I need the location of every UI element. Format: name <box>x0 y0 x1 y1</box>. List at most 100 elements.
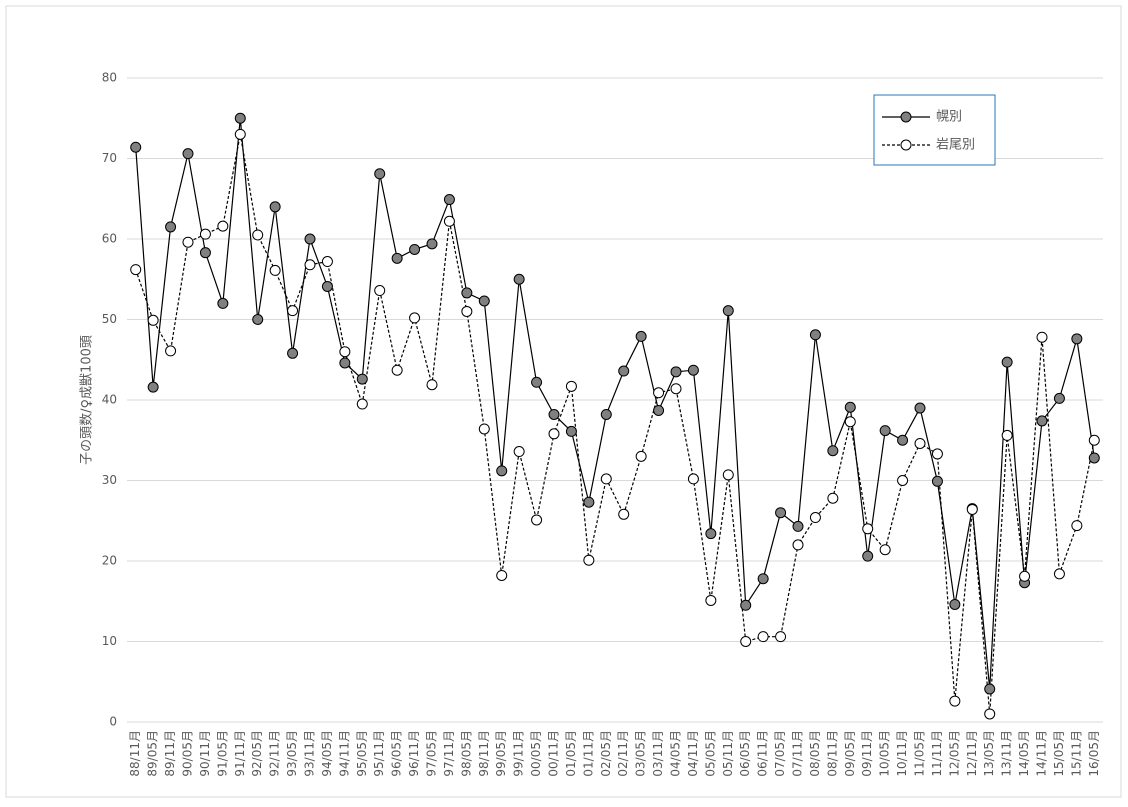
data-point <box>130 141 142 153</box>
data-point <box>705 594 717 606</box>
data-point <box>304 233 316 245</box>
y-tick-label: 20 <box>102 554 117 568</box>
x-tick-label: 15/11月 <box>1069 730 1083 777</box>
data-point <box>844 416 856 428</box>
data-point <box>461 305 473 317</box>
data-point <box>879 544 891 556</box>
x-tick-label: 07/11月 <box>791 730 805 777</box>
data-point <box>862 523 874 535</box>
data-point <box>548 408 560 420</box>
x-tick-label: 02/11月 <box>616 730 630 777</box>
data-point <box>1088 434 1100 446</box>
data-point <box>775 507 787 519</box>
data-point <box>374 168 386 180</box>
data-point <box>461 287 473 299</box>
x-tick-label: 89/05月 <box>146 730 160 777</box>
data-point <box>966 503 978 515</box>
x-tick-label: 16/05月 <box>1087 730 1101 777</box>
series-line <box>135 118 1095 690</box>
x-tick-label: 03/11月 <box>651 730 665 777</box>
data-point <box>165 221 177 233</box>
x-tick-label: 08/05月 <box>808 730 822 777</box>
data-point <box>618 508 630 520</box>
data-point <box>792 520 804 532</box>
data-point <box>409 243 421 255</box>
y-tick-label: 80 <box>102 71 117 85</box>
data-point <box>147 314 159 326</box>
data-point <box>478 423 490 435</box>
x-tick-label: 92/05月 <box>250 730 264 777</box>
x-tick-label: 14/11月 <box>1035 730 1049 777</box>
data-point <box>339 346 351 358</box>
data-point <box>513 446 525 458</box>
x-tick-label: 15/05月 <box>1052 730 1066 777</box>
x-tick-label: 99/05月 <box>494 730 508 777</box>
x-tick-label: 89/11月 <box>163 730 177 777</box>
y-tick-label: 50 <box>102 312 117 326</box>
data-point <box>635 330 647 342</box>
data-point <box>496 465 508 477</box>
data-point <box>844 401 856 413</box>
data-point <box>583 496 595 508</box>
data-point <box>443 215 455 227</box>
x-tick-label: 95/11月 <box>372 730 386 777</box>
data-point <box>426 238 438 250</box>
data-point <box>321 256 333 268</box>
x-tick-label: 96/05月 <box>390 730 404 777</box>
y-tick-label: 10 <box>102 634 117 648</box>
data-point <box>827 445 839 457</box>
x-tick-label: 98/05月 <box>459 730 473 777</box>
x-tick-label: 90/11月 <box>198 730 212 777</box>
data-point <box>931 475 943 487</box>
data-point <box>722 305 734 317</box>
x-tick-label: 91/05月 <box>215 730 229 777</box>
data-point <box>809 512 821 524</box>
data-point <box>653 404 665 416</box>
y-axis-title: 子の頭数/♀成獣100頭 <box>80 335 95 465</box>
x-tick-label: 09/05月 <box>843 730 857 777</box>
x-tick-label: 93/11月 <box>303 730 317 777</box>
data-point <box>705 528 717 540</box>
x-tick-label: 90/05月 <box>181 730 195 777</box>
data-point <box>531 376 543 388</box>
data-point <box>809 329 821 341</box>
data-point <box>687 473 699 485</box>
data-point <box>374 285 386 297</box>
x-tick-label: 01/11月 <box>581 730 595 777</box>
x-tick-label: 05/05月 <box>703 730 717 777</box>
x-tick-label: 88/11月 <box>128 730 142 777</box>
x-tick-label: 12/05月 <box>947 730 961 777</box>
x-tick-label: 14/05月 <box>1017 730 1031 777</box>
data-point <box>565 425 577 437</box>
x-tick-label: 13/05月 <box>982 730 996 777</box>
data-point <box>513 273 525 285</box>
data-point <box>234 128 246 140</box>
data-point <box>1036 415 1048 427</box>
data-point <box>1001 356 1013 368</box>
data-point <box>687 364 699 376</box>
x-tick-label: 11/11月 <box>930 730 944 777</box>
x-tick-label: 96/11月 <box>407 730 421 777</box>
data-point <box>670 366 682 378</box>
data-point <box>443 194 455 206</box>
y-tick-label: 0 <box>109 715 117 729</box>
data-point <box>949 695 961 707</box>
data-point <box>304 259 316 271</box>
data-point <box>165 345 177 357</box>
x-tick-label: 03/05月 <box>634 730 648 777</box>
x-tick-label: 12/11月 <box>965 730 979 777</box>
x-tick-label: 01/05月 <box>564 730 578 777</box>
data-point <box>339 357 351 369</box>
data-point <box>600 408 612 420</box>
x-tick-label: 10/05月 <box>878 730 892 777</box>
legend-label: 岩尾別 <box>936 138 975 153</box>
x-tick-label: 06/05月 <box>738 730 752 777</box>
data-point <box>409 312 421 324</box>
x-tick-label: 00/11月 <box>547 730 561 777</box>
x-tick-label: 11/05月 <box>913 730 927 777</box>
data-point <box>722 469 734 481</box>
legend-box <box>873 94 996 166</box>
data-point <box>217 297 229 309</box>
data-point <box>635 450 647 462</box>
